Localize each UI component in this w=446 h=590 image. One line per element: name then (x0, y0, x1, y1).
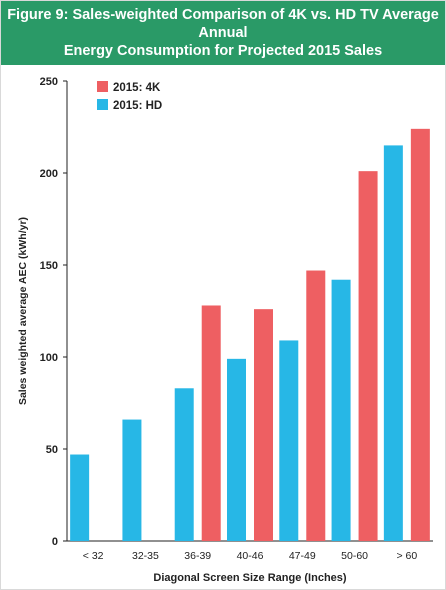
x-axis-label: Diagonal Screen Size Range (Inches) (153, 572, 347, 584)
bar-hd (174, 388, 194, 541)
chart-title-line-2: Energy Consumption for Projected 2015 Sa… (63, 43, 383, 59)
bar-4k (254, 309, 273, 541)
chart-title: Figure 9: Sales-weighted Comparison of 4… (1, 1, 445, 65)
x-tick-label: 50-60 (341, 550, 368, 562)
y-tick-label: 200 (40, 168, 58, 180)
y-axis-label: Sales weighted average AEC (kWh/yr) (17, 217, 29, 405)
bar-hd (227, 358, 246, 541)
x-tick-label: > 60 (396, 550, 417, 562)
bar-hd (122, 419, 142, 541)
bar-4k (201, 305, 221, 541)
y-tick-label: 100 (40, 352, 58, 364)
bar-4k (358, 171, 378, 541)
x-tick-label: 47-49 (289, 550, 316, 562)
bar-hd (279, 340, 299, 541)
x-axis-ticks: < 32 32-35 36-39 40-46 47-49 50-60 > 60 (83, 550, 418, 562)
x-tick-label: < 32 (83, 550, 104, 562)
legend-swatch (97, 81, 108, 92)
bar-4k (410, 128, 430, 541)
legend-label: 2015: 4K (113, 82, 161, 94)
legend-label: 2015: HD (113, 100, 162, 112)
bar-hd (70, 454, 90, 541)
legend: 2015: 4K 2015: HD (97, 81, 162, 112)
x-tick-label: 36-39 (184, 550, 211, 562)
x-tick-label: 40-46 (237, 550, 264, 562)
bar-hd (383, 145, 403, 541)
y-tick-label: 250 (40, 76, 58, 88)
y-axis-ticks: 0 50 100 150 200 250 (40, 76, 67, 548)
x-tick-label: 32-35 (132, 550, 159, 562)
y-tick-label: 50 (46, 444, 58, 456)
chart-title-line-1: Figure 9: Sales-weighted Comparison of 4… (7, 7, 439, 41)
bar-hd (331, 279, 351, 541)
legend-swatch (97, 99, 108, 110)
bars (70, 128, 430, 541)
bar-4k (306, 270, 326, 541)
y-tick-label: 150 (40, 260, 58, 272)
bar-chart: 0 50 100 150 200 250 < 32 32-35 36-39 40-46 47-49… (17, 76, 433, 584)
y-tick-label: 0 (52, 536, 58, 548)
